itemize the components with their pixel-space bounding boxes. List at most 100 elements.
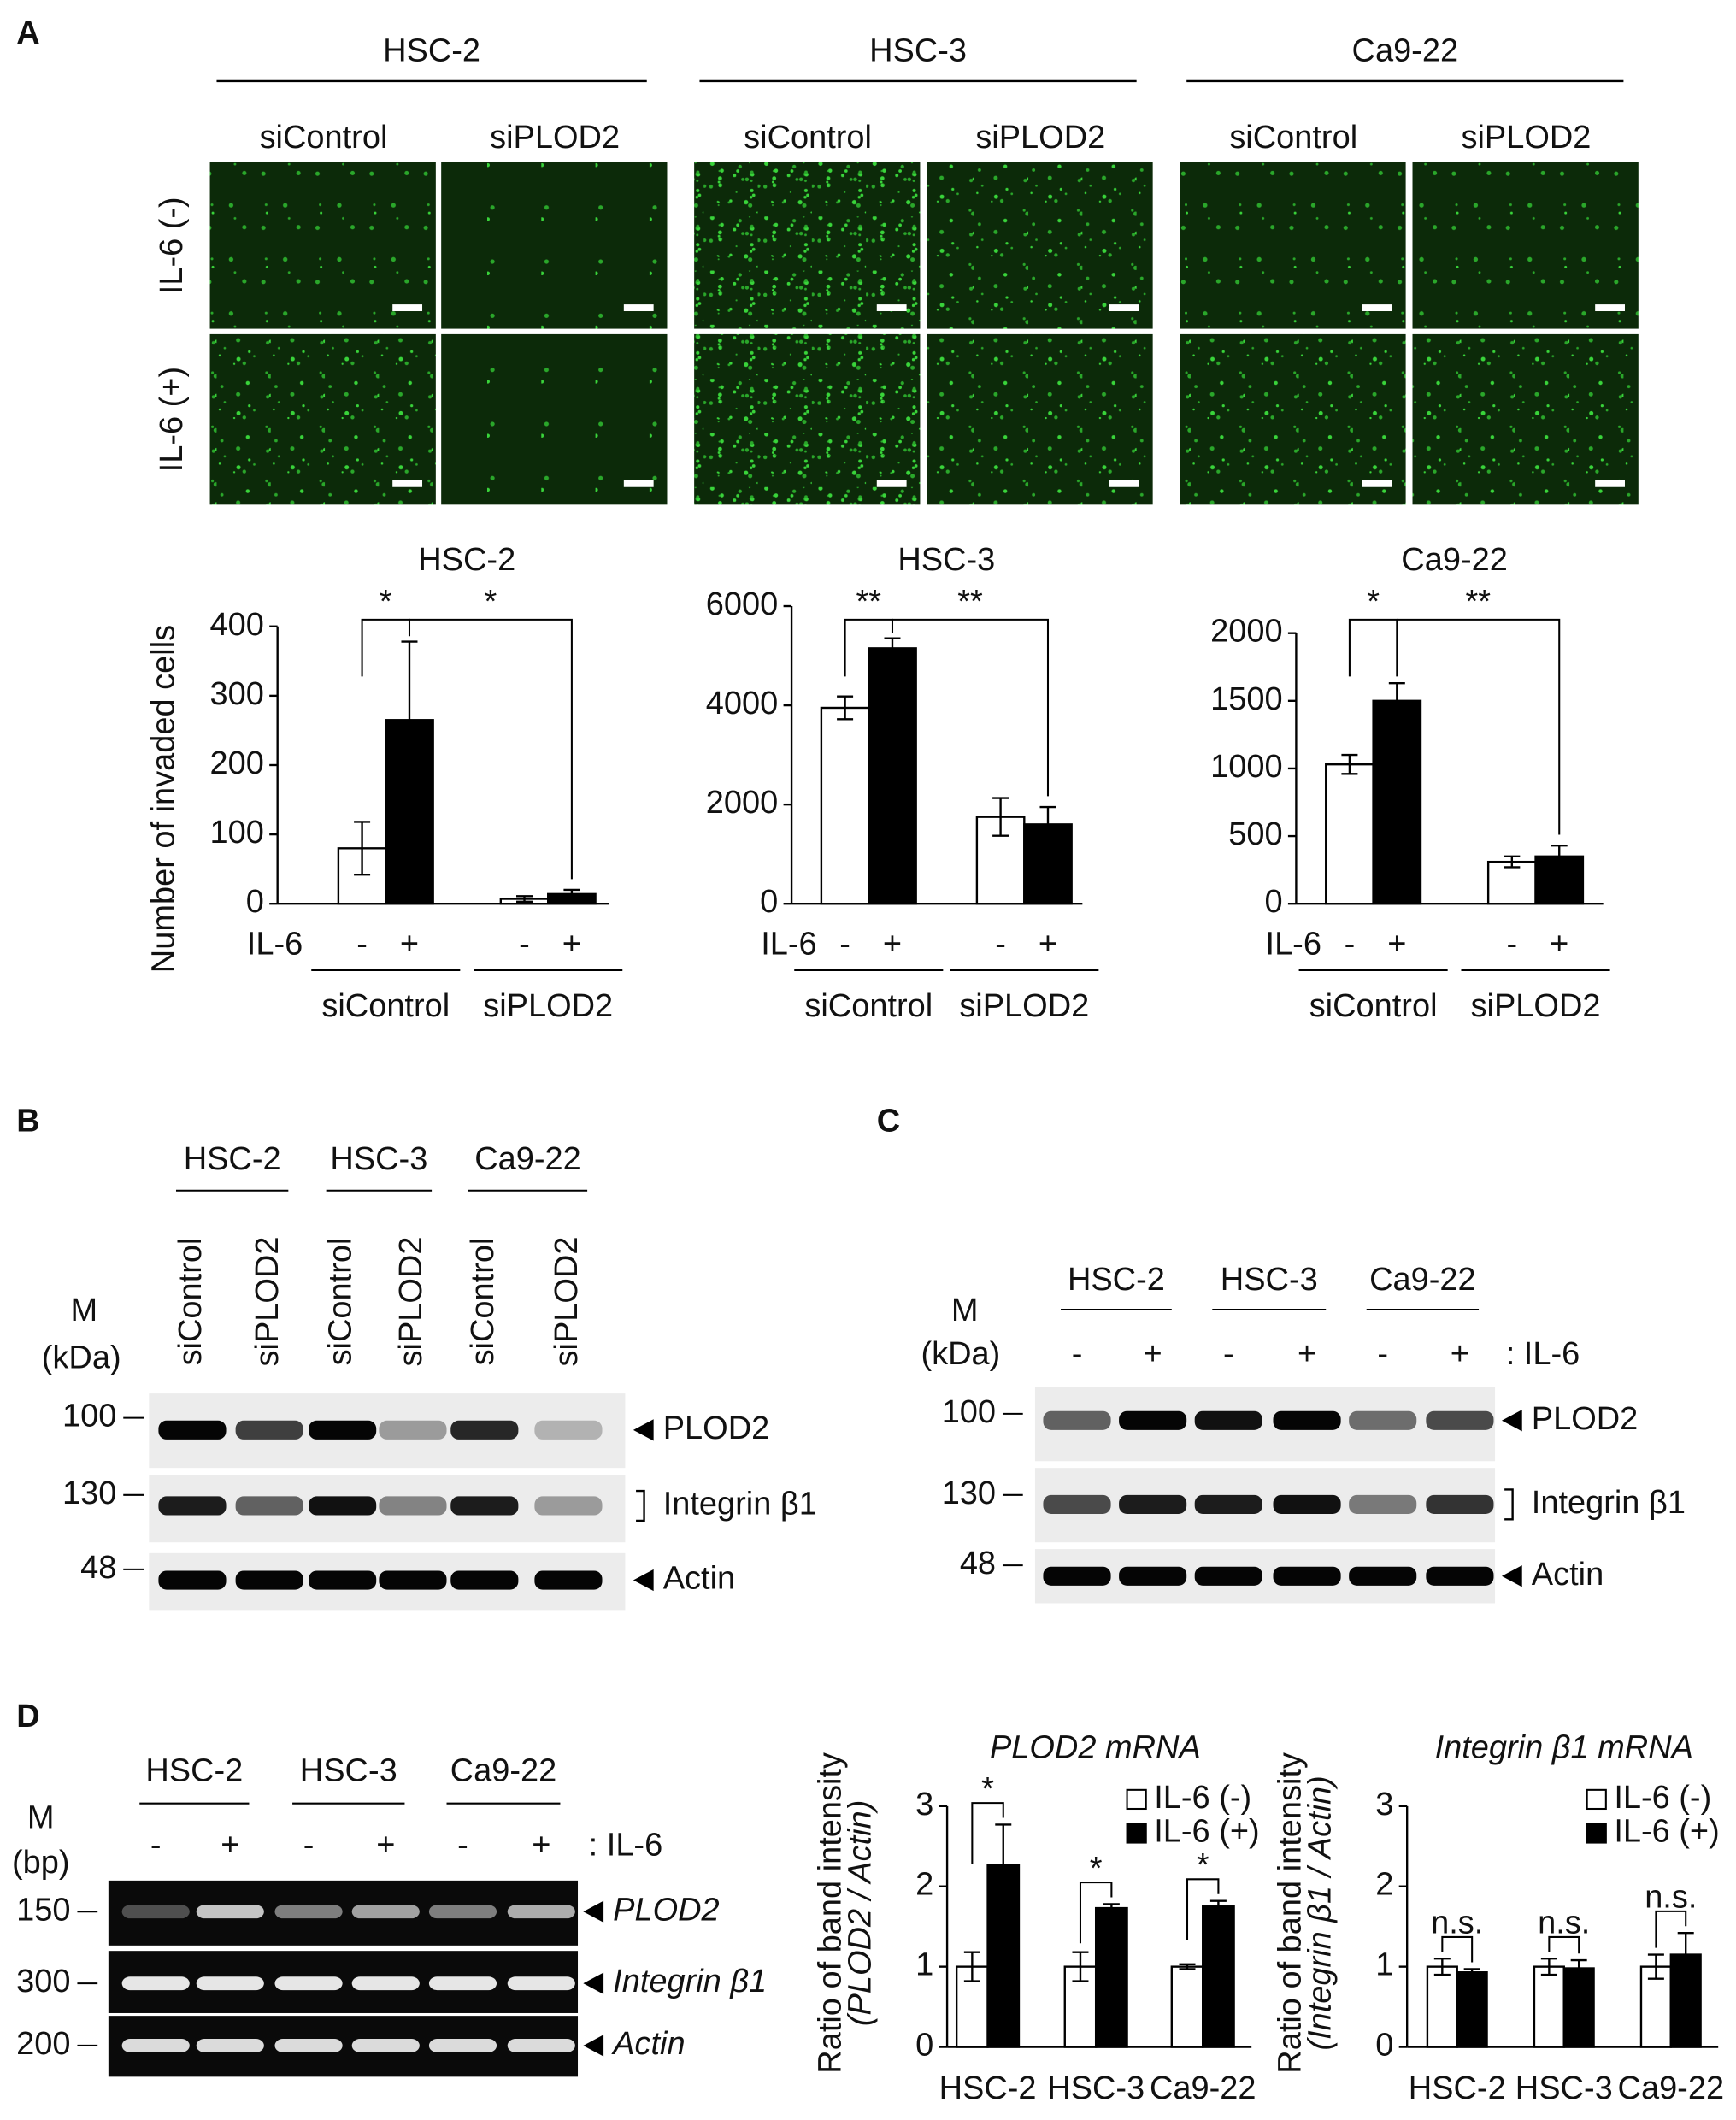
marker-unit: (kDa) (921, 1336, 1001, 1372)
band (1119, 1494, 1187, 1514)
x-tick-label: siPLOD2 (1471, 988, 1601, 1024)
band (1426, 1494, 1494, 1514)
band (1043, 1566, 1111, 1586)
size-marker: 150 (16, 1892, 70, 1928)
lane-label: + (1298, 1336, 1316, 1372)
x-tick-label: Ca9-22 (1150, 2070, 1256, 2106)
x-axis-label: IL-6 (761, 926, 816, 962)
significance-bracket (892, 618, 1050, 797)
micrograph (927, 162, 1153, 329)
row-label: IL-6 (+) (154, 367, 190, 472)
band-arrow (633, 1419, 654, 1441)
panel-label: D (16, 1699, 39, 1734)
band-label: Actin (611, 2026, 685, 2062)
band (1119, 1410, 1187, 1430)
y-tick-label: 2 (915, 1867, 933, 1903)
band (428, 1976, 497, 1991)
band (121, 2039, 190, 2052)
band-arrow (583, 1900, 604, 1923)
error-bar (1039, 805, 1056, 843)
band (309, 1496, 377, 1516)
lane-label: + (1144, 1336, 1162, 1372)
y-axis-label-sub: (Integrin β1 / Actin) (1303, 1776, 1339, 2050)
band (1349, 1410, 1417, 1430)
bar (1562, 1967, 1595, 2048)
band (235, 1496, 303, 1516)
band (1194, 1494, 1262, 1514)
band (158, 1570, 227, 1590)
panel-label: C (877, 1104, 900, 1140)
lane-label: siPLOD2 (393, 1237, 429, 1367)
scale-bar (876, 480, 907, 487)
significance-label: * (485, 584, 497, 620)
scale-bar (1109, 304, 1139, 312)
significance-label: n.s. (1538, 1905, 1590, 1941)
bar (1202, 1905, 1235, 2048)
error-bar (1647, 1953, 1664, 1980)
bar (1426, 1965, 1458, 2048)
band (450, 1496, 519, 1516)
bar (1325, 763, 1374, 905)
scale-bar (1595, 480, 1625, 487)
chart-title: HSC-2 (418, 542, 515, 578)
band (450, 1420, 519, 1440)
error-bar (1540, 1958, 1557, 1976)
error-bar (1209, 1899, 1227, 1913)
micrograph (1412, 162, 1639, 329)
lane-label: + (532, 1827, 550, 1863)
band (1349, 1566, 1417, 1586)
legend-label: IL-6 (+) (1614, 1814, 1719, 1850)
bar-condition-label: - (839, 926, 850, 962)
bar-condition-label: - (1345, 926, 1356, 962)
cell-line-header: HSC-2 (184, 1141, 281, 1177)
band (1273, 1410, 1341, 1430)
size-marker: 130 (62, 1475, 116, 1511)
marker-unit: (bp) (12, 1845, 70, 1881)
y-tick-label: 1500 (1210, 681, 1282, 717)
bar-condition-label: + (1387, 926, 1406, 962)
band (309, 1420, 377, 1440)
bar (1533, 1965, 1565, 2048)
significance-bracket (361, 618, 411, 677)
band (1273, 1566, 1341, 1586)
band (351, 2039, 420, 2052)
micrograph (1180, 333, 1406, 505)
y-tick-label: 300 (209, 676, 263, 712)
bar-condition-label: - (356, 926, 368, 962)
lane-label: - (1223, 1336, 1234, 1372)
significance-label: ** (957, 584, 983, 620)
y-tick-label: 200 (209, 745, 263, 781)
significance-bracket (1548, 1935, 1580, 1954)
gel-strip (108, 1880, 579, 1946)
micrograph (1412, 333, 1639, 505)
x-tick-label: siControl (321, 988, 450, 1024)
band (158, 1420, 227, 1440)
micrograph (209, 162, 436, 329)
error-bar (1179, 1963, 1196, 1970)
error-bar (1463, 1968, 1480, 1977)
bar (1456, 1971, 1488, 2048)
band (196, 1905, 264, 1919)
bar-condition-label: + (400, 926, 419, 962)
micrograph (209, 333, 436, 505)
significance-bracket (844, 618, 894, 677)
blot-strip (1034, 1387, 1496, 1462)
band (428, 2039, 497, 2052)
micrograph (441, 333, 668, 505)
band (379, 1420, 447, 1440)
panel-label: A (16, 15, 39, 51)
bar-condition-label: + (562, 926, 581, 962)
band (274, 2039, 343, 2052)
y-axis-label-sub: (PLOD2 / Actin) (842, 1800, 878, 2026)
condition-label: siPLOD2 (975, 120, 1105, 156)
cell-line-header: Ca9-22 (450, 1752, 557, 1788)
micrograph (1180, 162, 1406, 329)
y-tick-label: 0 (760, 884, 778, 920)
y-tick-label: 400 (209, 607, 263, 643)
lane-label: siControl (323, 1238, 359, 1366)
size-marker: 200 (16, 2026, 70, 2062)
error-bar (1103, 1903, 1120, 1913)
band (1349, 1494, 1417, 1514)
cell-line-header: HSC-3 (1221, 1262, 1318, 1298)
